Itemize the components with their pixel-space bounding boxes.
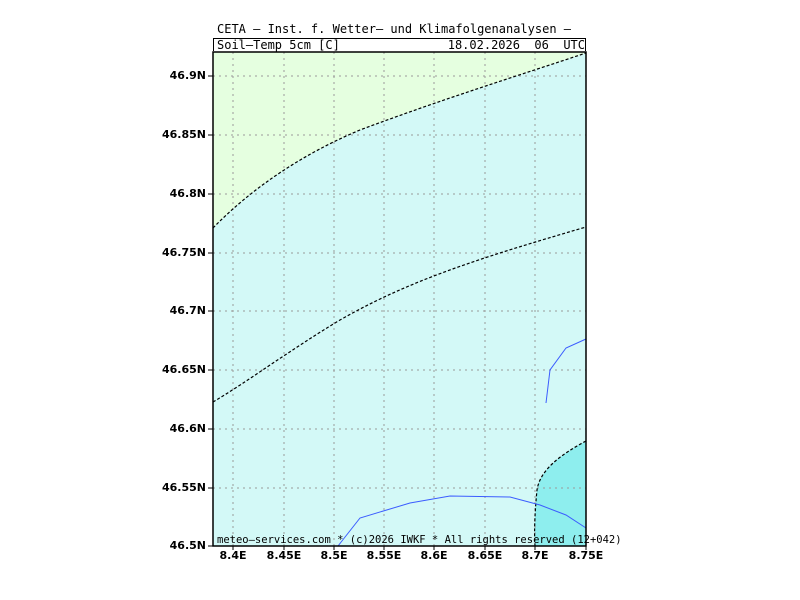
lat-label: 46.65N	[162, 363, 206, 376]
map-title: CETA — Inst. f. Wetter— und Klimafolgena…	[217, 22, 572, 36]
axis-ticks	[208, 75, 587, 550]
graticule	[213, 52, 586, 546]
lon-label: 8.7E	[521, 549, 549, 562]
lat-label: 46.85N	[162, 128, 206, 141]
lon-label: 8.75E	[568, 549, 604, 562]
footer-credit: meteo—services.com * (c)2026 IWKF * All …	[217, 534, 622, 546]
parameter-label: Soil—Temp_5cm_[C]	[217, 38, 340, 52]
lon-label: 8.5E	[320, 549, 348, 562]
lon-label: 8.65E	[467, 549, 503, 562]
lat-label: 46.9N	[169, 69, 206, 82]
valid-time: 18.02.2026 06 UTC	[447, 38, 585, 52]
rivers	[337, 338, 587, 547]
lat-label: 46.75N	[162, 246, 206, 259]
lon-label: 8.4E	[219, 549, 247, 562]
subtitle-frame	[213, 38, 586, 51]
lat-label: 46.8N	[169, 187, 206, 200]
lat-label: 46.7N	[169, 304, 206, 317]
lon-label: 8.6E	[420, 549, 448, 562]
lon-label: 8.45E	[266, 549, 302, 562]
lat-label: 46.55N	[162, 481, 206, 494]
lat-label: 46.5N	[169, 539, 206, 552]
lat-label: 46.6N	[169, 422, 206, 435]
isotherm-upper	[212, 52, 587, 229]
map-frame	[212, 51, 587, 547]
river-east	[545, 338, 587, 404]
lon-label: 8.55E	[366, 549, 402, 562]
isotherm-lower-right	[534, 440, 587, 547]
isotherm-middle	[212, 226, 587, 403]
river-south	[337, 495, 587, 547]
isotherms	[212, 52, 587, 547]
cold-temperature-zone	[213, 52, 586, 228]
